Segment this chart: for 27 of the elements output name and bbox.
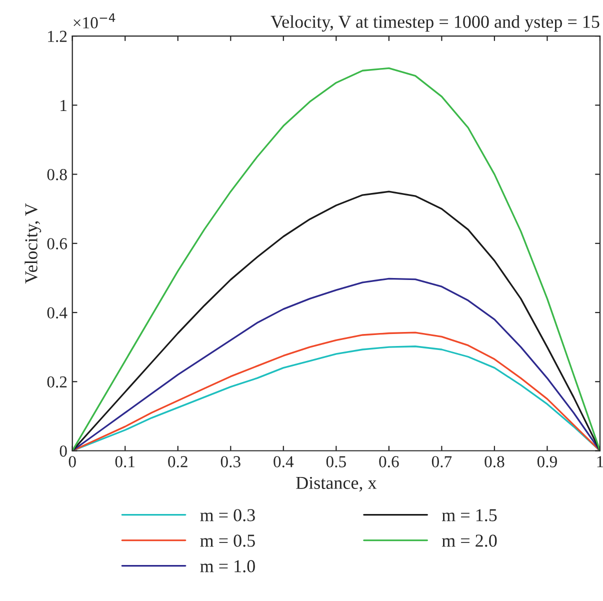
- x-tick-label: 0.3: [220, 456, 240, 468]
- y-tick-label: 0.2: [47, 376, 67, 388]
- y-tick-label: 1: [60, 100, 66, 111]
- x-tick-label: 1: [597, 456, 603, 468]
- x-tick-label: 0.5: [326, 456, 346, 468]
- text: ×10$^{−4}$: [74, 13, 116, 28]
- x-tick-label: 0.7: [432, 456, 452, 468]
- y-tick-label: 0.6: [47, 238, 67, 250]
- y-tick-label: 0.8: [47, 168, 67, 180]
- chart-title: Velocity, V at timestep = 1000 and ystep = 15: [270, 15, 600, 32]
- x-tick-label: 0.8: [484, 456, 504, 468]
- y-axis-title: Velocity, V: [24, 203, 42, 284]
- x-tick-label: 0.1: [115, 456, 135, 468]
- legend-label: m = 1.0: [200, 560, 255, 572]
- legend-label: m = 2.0: [442, 534, 497, 547]
- x-tick-label: 0.4: [274, 456, 294, 468]
- legend-label: m = 0.5: [200, 534, 255, 547]
- y-tick-label: 1.2: [48, 30, 67, 42]
- x-tick-label: 0.6: [379, 456, 399, 468]
- legend-label: m = 1.5: [442, 509, 497, 522]
- legend-label: m = 0.3: [200, 509, 255, 522]
- y-tick-label: 0: [60, 445, 67, 457]
- x-tick-label: 0.2: [168, 456, 188, 468]
- x-tick-label: 0: [68, 456, 76, 468]
- x-tick-label: 0.9: [537, 456, 557, 468]
- x-axis-title: Distance, x: [296, 476, 377, 492]
- y-tick-label: 0.4: [47, 307, 68, 319]
